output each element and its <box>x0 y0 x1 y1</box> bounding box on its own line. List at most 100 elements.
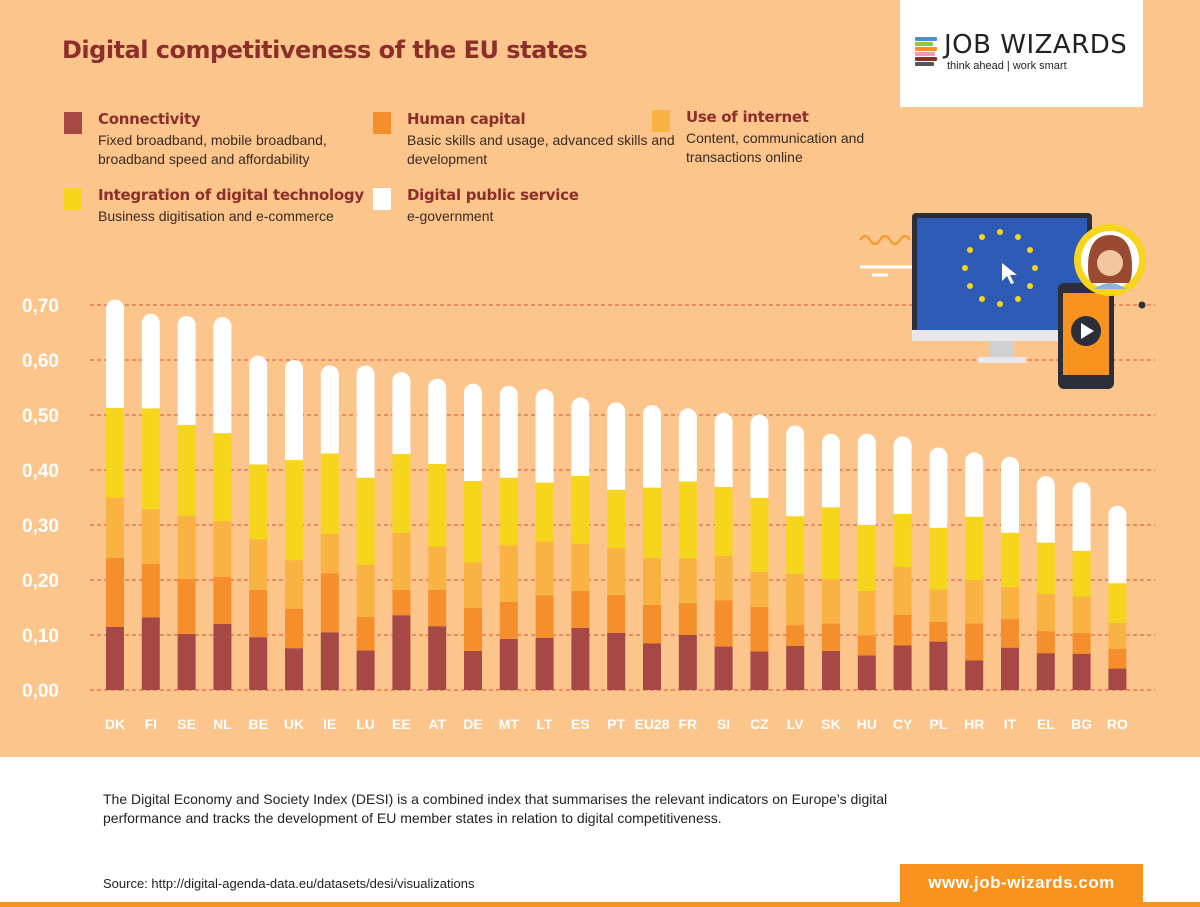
logo: JOB WIZARDS think ahead | work smart <box>900 0 1143 107</box>
legend-description: Basic skills and usage, advanced skills … <box>407 132 675 167</box>
bar-segment <box>535 595 554 638</box>
bar-segment <box>356 365 375 478</box>
bar-segment <box>678 481 697 559</box>
bar-segment <box>643 643 661 690</box>
monitor-base <box>978 357 1026 363</box>
legend-title: Digital public service <box>407 186 579 204</box>
bar-segment <box>392 615 411 690</box>
bar-segment <box>177 515 196 579</box>
bar-segment <box>822 650 840 690</box>
legend-description: Content, communication and transactions … <box>686 130 865 165</box>
bar-segment <box>499 545 518 602</box>
x-tick-label: CY <box>893 716 913 732</box>
bar-segment <box>106 497 124 558</box>
bar-segment <box>857 591 876 636</box>
logo-name: JOB WIZARDS <box>944 30 1128 60</box>
bar-segment <box>213 433 232 522</box>
y-tick-label: 0,50 <box>22 406 59 427</box>
bar-segment <box>1108 505 1127 584</box>
bar-segment <box>249 589 268 638</box>
x-tick-label: LV <box>787 716 805 732</box>
bar-segment <box>428 626 447 690</box>
x-tick-label: IT <box>1004 716 1017 732</box>
bar-segment <box>499 385 518 478</box>
bar-segment <box>464 562 482 609</box>
bar-segment <box>857 433 876 525</box>
bar-segment <box>893 614 912 646</box>
bar-segment <box>1001 532 1019 588</box>
x-tick-label: SK <box>821 716 840 732</box>
bar-segment <box>177 633 196 690</box>
bar-segment <box>285 560 303 609</box>
monitor-stand <box>990 341 1014 357</box>
x-tick-label: IE <box>323 716 336 732</box>
bar-segment <box>1001 619 1019 648</box>
bar-segment <box>678 635 697 690</box>
y-tick-label: 0,30 <box>22 516 59 537</box>
bar-segment <box>714 555 733 601</box>
monitor-bezel <box>912 330 1092 341</box>
x-tick-label: BG <box>1071 716 1092 732</box>
bar-segment <box>822 433 840 508</box>
x-tick-label: LT <box>537 716 554 732</box>
bar-segment <box>141 617 160 690</box>
bar-segment <box>177 578 196 634</box>
bar-segment <box>499 602 518 639</box>
bar-segment <box>356 616 375 651</box>
bar-segment <box>857 655 876 690</box>
avatar-shirt <box>1094 283 1126 289</box>
bar-segment <box>1108 648 1127 669</box>
bar-segment <box>678 408 697 482</box>
bar-segment <box>141 408 160 510</box>
x-tick-label: PL <box>929 716 947 732</box>
bar-segment <box>392 372 411 455</box>
bar-segment <box>714 600 733 647</box>
bar-segment <box>106 558 124 627</box>
bar-segment <box>320 453 339 534</box>
bar-segment <box>822 623 840 651</box>
bar-segment <box>392 532 411 590</box>
legend-swatch <box>652 110 670 132</box>
y-tick-label: 0,20 <box>22 571 59 592</box>
bar-segment <box>106 299 124 408</box>
bar-segment <box>643 405 661 488</box>
bar-segment <box>857 635 876 656</box>
website-link[interactable]: www.job-wizards.com <box>900 864 1143 902</box>
bar-segment <box>643 604 661 644</box>
bar-segment <box>106 626 124 690</box>
bar-segment <box>571 397 590 477</box>
x-tick-label: BE <box>248 716 267 732</box>
bar-segment <box>428 546 447 590</box>
legend-title: Use of internet <box>686 108 809 126</box>
x-tick-label: PT <box>607 716 625 732</box>
x-tick-label: EU28 <box>634 716 669 732</box>
source-text: Source: http://digital-agenda-data.eu/da… <box>103 876 475 891</box>
play-triangle <box>1081 323 1094 339</box>
bar-segment <box>929 589 948 622</box>
x-tick-label: SI <box>717 716 730 732</box>
legend-swatch <box>64 112 82 134</box>
bar-segment <box>392 589 411 616</box>
bar-segment <box>141 313 160 409</box>
bar-segment <box>607 548 626 595</box>
bar-segment <box>1001 456 1019 533</box>
bar-segment <box>929 447 948 528</box>
bar-segment <box>320 533 339 574</box>
bar-segment <box>1108 622 1127 649</box>
bar-segment <box>714 412 733 488</box>
bar-segment <box>1072 632 1091 654</box>
bar-segment <box>1072 550 1091 597</box>
bar-segment <box>714 487 733 556</box>
legend-title: Human capital <box>407 110 526 128</box>
bar-segment <box>320 365 339 454</box>
bar-segment <box>571 627 590 690</box>
bar-segment <box>893 645 912 690</box>
bar-segment <box>141 564 160 618</box>
page-title: Digital competitiveness of the EU states <box>62 36 588 64</box>
bar-segment <box>965 452 984 517</box>
bar-segment <box>177 316 196 425</box>
logo-tagline: think ahead | work smart <box>947 60 1067 72</box>
x-tick-label: EE <box>392 716 411 732</box>
bar-segment <box>643 558 661 605</box>
bar-segment <box>643 487 661 558</box>
